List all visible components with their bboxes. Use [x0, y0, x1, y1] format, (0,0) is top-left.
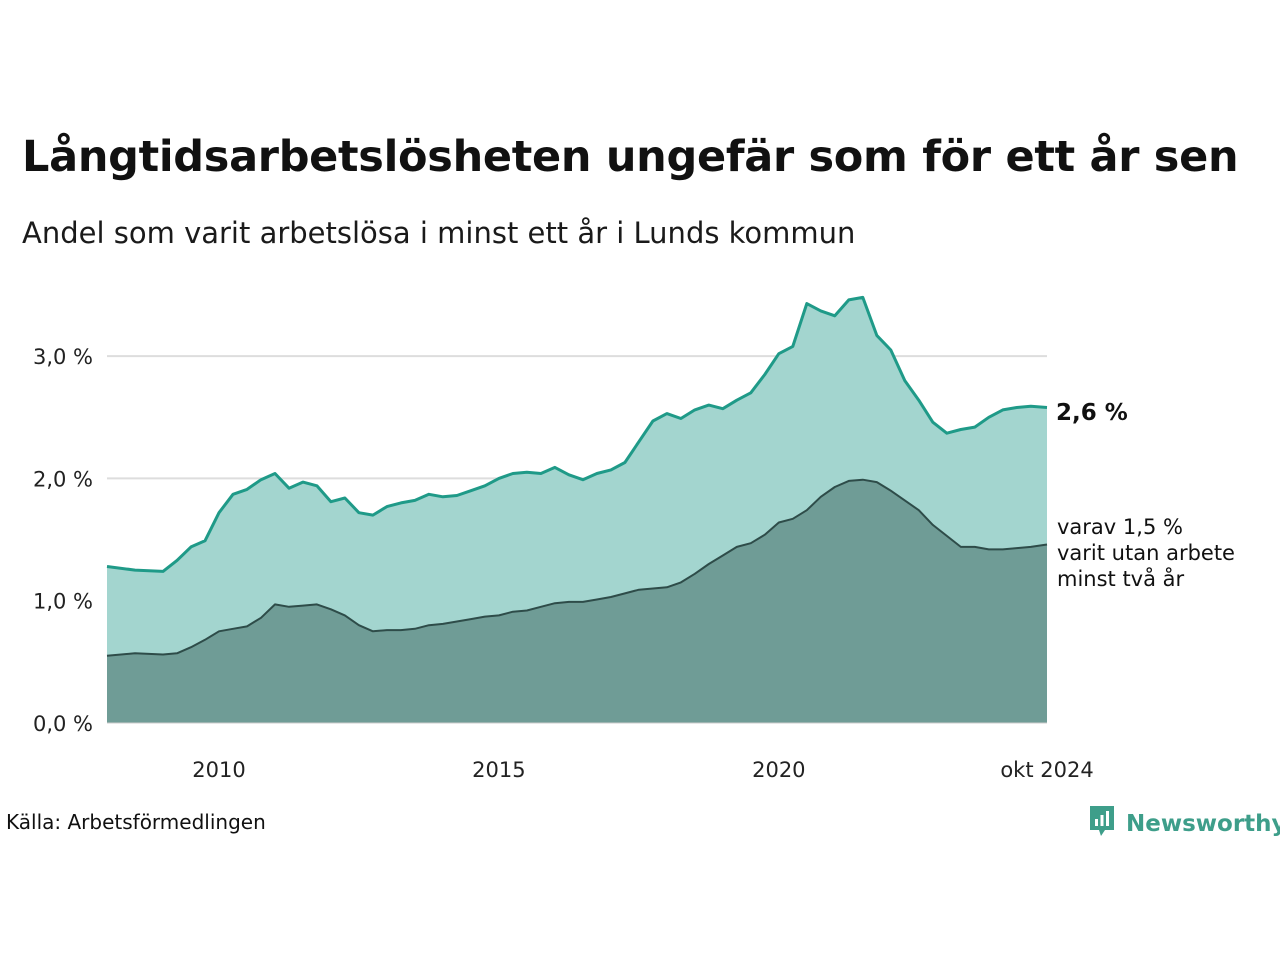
x-tick-label: okt 2024 [1000, 758, 1093, 782]
x-tick-label: 2010 [192, 758, 245, 782]
y-tick-label: 3,0 % [33, 345, 93, 369]
series-two-years-area [107, 479, 1047, 723]
x-tick-label: 2015 [472, 758, 525, 782]
series-two-years-line [106, 478, 1048, 657]
area-layer [106, 295, 1048, 723]
series-total-line [106, 295, 1048, 573]
brand-name: Newsworthy [1126, 810, 1280, 837]
newsworthy-logo-icon [1088, 804, 1116, 843]
chart-subtitle: Andel som varit arbetslösa i minst ett å… [22, 216, 856, 250]
annotation-line-2: varit utan arbete [1057, 541, 1235, 565]
x-tick-label: 2020 [752, 758, 805, 782]
annotation-line-1: varav 1,5 % [1057, 515, 1183, 539]
y-tick-label: 2,0 % [33, 467, 93, 491]
end-value-label: 2,6 % [1056, 400, 1128, 426]
chart-title: Långtidsarbetslösheten ungefär som för e… [22, 132, 1239, 182]
annotation-line-3: minst två år [1057, 566, 1185, 591]
y-tick-label: 0,0 % [33, 712, 93, 736]
newsworthy-logo[interactable]: Newsworthy [1088, 804, 1280, 843]
axis-layer: 0,0 % 1,0 % 2,0 % 3,0 % 2010 2015 2020 okt 2024 [33, 345, 1094, 782]
source-note: Källa: Arbetsförmedlingen [6, 810, 266, 834]
y-tick-label: 1,0 % [33, 590, 93, 614]
